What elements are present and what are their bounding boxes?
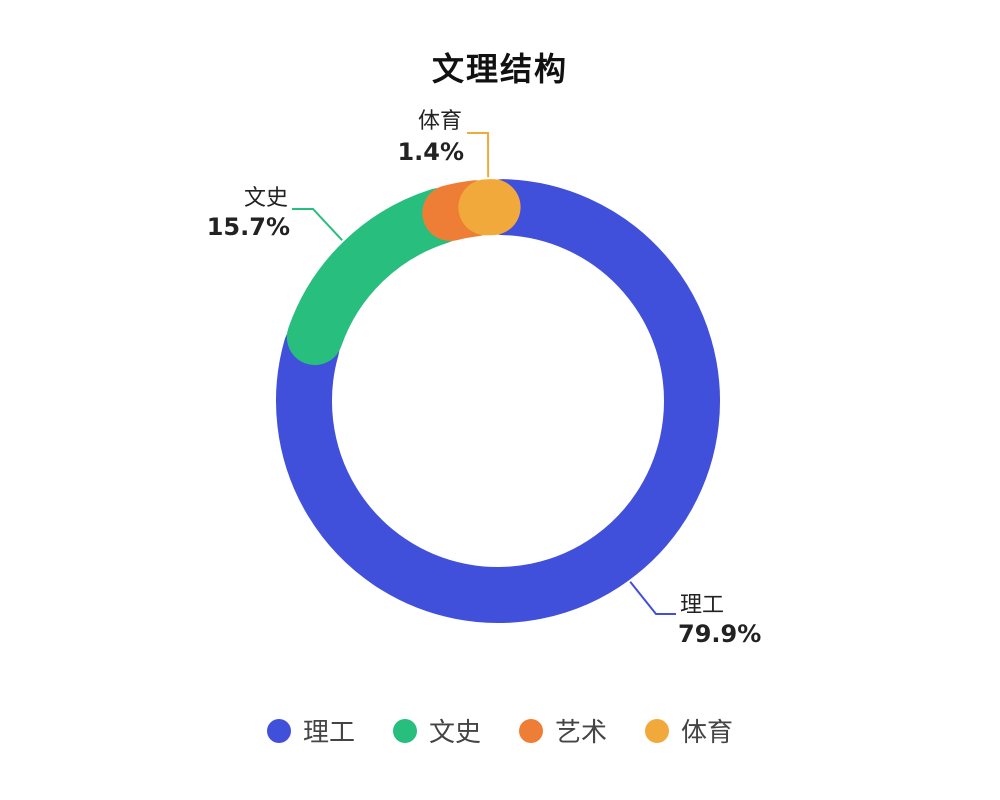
legend-item-science[interactable]: 理工 [266, 712, 355, 749]
chart-title: 文理结构 [431, 50, 568, 88]
legend-dot [519, 718, 543, 743]
legend-item-arts[interactable]: 艺术 [519, 712, 607, 749]
legend-label: 理工 [302, 718, 355, 748]
callout-value-label: 15.7% [207, 213, 290, 241]
donut-slice[interactable] [276, 179, 720, 623]
legend-label: 文史 [428, 718, 481, 748]
legend-label: 体育 [681, 718, 734, 748]
callout-value-label: 1.4% [397, 138, 464, 166]
legend-item-sports[interactable]: 体育 [645, 712, 733, 749]
legend-item-humanities[interactable]: 文史 [392, 712, 481, 749]
legend-dot [266, 718, 291, 743]
callout-line [467, 132, 490, 178]
legend-dot [392, 718, 417, 743]
legend: 理工 文史 艺术 体育 [0, 712, 1000, 749]
callout-line [292, 208, 343, 241]
legend-label: 艺术 [555, 718, 608, 748]
callout-line [629, 581, 676, 615]
callout-name-label: 文史 [244, 186, 288, 211]
donut-slices [276, 179, 720, 623]
legend-dot [645, 718, 670, 743]
callout-name-label: 理工 [680, 593, 724, 618]
callout-name-label: 体育 [418, 109, 462, 134]
donut-slice[interactable] [286, 187, 468, 366]
callout-value-label: 79.9% [678, 620, 761, 648]
